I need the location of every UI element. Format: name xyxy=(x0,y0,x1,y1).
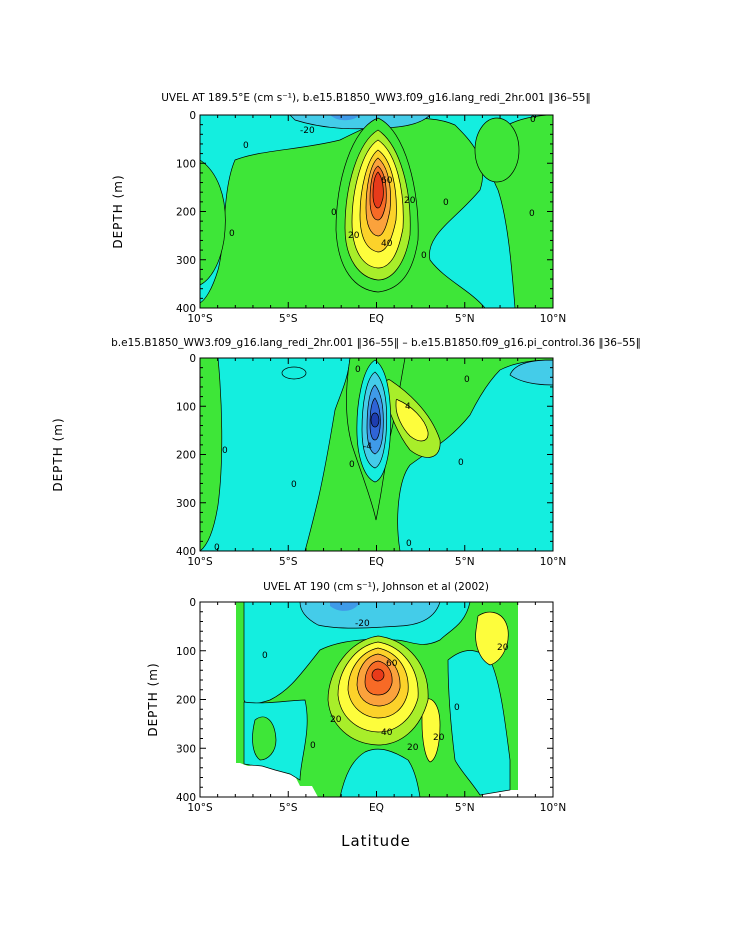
contour-label: 0 xyxy=(529,209,535,219)
contour-label: 40 xyxy=(381,728,393,738)
contour-label: 20 xyxy=(407,743,419,753)
euc-core xyxy=(327,635,429,746)
x-tick-label: 10°S xyxy=(187,802,213,814)
x-tick-label: EQ xyxy=(369,313,384,325)
euc-core xyxy=(335,117,419,293)
y-tick-label: 300 xyxy=(176,255,196,267)
contour-label: 0 xyxy=(349,460,355,470)
contour-label: 60 xyxy=(386,659,398,669)
x-tick-label: 10°N xyxy=(540,802,566,814)
y-axis-label: DEPTH (m) xyxy=(51,417,65,491)
fill-small-cyan-patch xyxy=(281,366,307,380)
y-tick-label: 400 xyxy=(176,303,196,315)
panel-3: UVEL AT 190 (cm s⁻¹), Johnson et al (200… xyxy=(146,581,566,814)
y-tick-label: 300 xyxy=(176,498,196,510)
y-tick-label: 200 xyxy=(176,695,196,707)
fill-deep-cyan-center xyxy=(339,748,421,797)
x-tick-label: EQ xyxy=(369,556,384,568)
x-tick-label: 5°N xyxy=(455,313,475,325)
fill-neg-core-surface xyxy=(330,115,360,121)
panel-1-contour-field xyxy=(200,115,553,308)
contour-label: 0 xyxy=(222,446,228,456)
y-tick-label: 0 xyxy=(189,353,196,365)
contour-label: 0 xyxy=(443,198,449,208)
panel-2: b.e15.B1850_WW3.f09_g16.lang_redi_2hr.00… xyxy=(51,337,641,568)
panel-1-title: UVEL AT 189.5°E (cm s⁻¹), b.e15.B1850_WW… xyxy=(161,92,591,104)
y-tick-label: 100 xyxy=(176,401,196,413)
contour-label: 0 xyxy=(458,458,464,468)
panel-1-contour-labels: -20 0 20 40 60 0 0 20 0 0 0 0 xyxy=(229,115,536,261)
panel-3-contour-field xyxy=(236,602,518,797)
contour-label: 20 xyxy=(348,231,360,241)
y-axis-label: DEPTH (m) xyxy=(111,174,125,248)
x-tick-label: 10°N xyxy=(540,313,566,325)
y-tick-label: 400 xyxy=(176,792,196,804)
contour-label: 0 xyxy=(310,741,316,751)
contour-label: 0 xyxy=(331,208,337,218)
contour-label: -20 xyxy=(355,619,370,629)
x-tick-label: 5°S xyxy=(279,313,298,325)
contour-label: 0 xyxy=(421,251,427,261)
fill-right-yellow-patch xyxy=(475,611,509,666)
x-tick-label: 5°S xyxy=(279,556,298,568)
x-tick-label: 5°N xyxy=(455,556,475,568)
fill-zero-band-left xyxy=(200,358,351,551)
contour-label: 0 xyxy=(530,115,536,125)
contour-label: 20 xyxy=(433,733,445,743)
contour-label: -20 xyxy=(300,126,315,136)
x-tick-label: 5°S xyxy=(279,802,298,814)
contour-label: 20 xyxy=(497,643,509,653)
contour-label: 0 xyxy=(214,543,220,553)
x-tick-label: 5°N xyxy=(455,802,475,814)
figure-x-axis-label: Latitude xyxy=(341,832,411,850)
contour-label: 0 xyxy=(291,480,297,490)
contour-label: 0 xyxy=(454,703,460,713)
fill-left-green-patch xyxy=(200,159,226,286)
panel-2-contour-field xyxy=(200,358,553,551)
contour-label: 20 xyxy=(404,196,416,206)
panel-3-contour-labels: -20 0 20 40 60 20 20 20 0 0 xyxy=(262,619,509,753)
fill-zero-band-right xyxy=(397,358,553,551)
contour-label: 4 xyxy=(405,402,411,412)
contour-label: 0 xyxy=(229,229,235,239)
contour-label: 60 xyxy=(381,176,393,186)
panel-2-contour-labels: 0 4 -4 0 0 0 0 0 0 0 xyxy=(214,365,470,553)
y-tick-label: 0 xyxy=(189,597,196,609)
y-tick-label: 100 xyxy=(176,646,196,658)
y-axis-label: DEPTH (m) xyxy=(146,662,160,736)
y-tick-label: 300 xyxy=(176,743,196,755)
x-tick-label: 10°N xyxy=(540,556,566,568)
contour-label: 0 xyxy=(243,141,249,151)
panel-2-title: b.e15.B1850_WW3.f09_g16.lang_redi_2hr.00… xyxy=(111,337,641,349)
y-tick-label: 200 xyxy=(176,207,196,219)
fill-right-green-blob xyxy=(474,117,520,183)
fill-right-cyan-patch xyxy=(509,358,553,386)
y-tick-label: 400 xyxy=(176,546,196,558)
y-tick-label: 100 xyxy=(176,158,196,170)
x-tick-label: 10°S xyxy=(187,313,213,325)
y-tick-label: 0 xyxy=(189,110,196,122)
contour-label: 40 xyxy=(381,239,393,249)
panel-3-title: UVEL AT 190 (cm s⁻¹), Johnson et al (200… xyxy=(263,581,489,593)
contour-label: 0 xyxy=(355,365,361,375)
fill-zero-region-upper xyxy=(243,602,471,705)
y-tick-label: 200 xyxy=(176,450,196,462)
contour-label: -4 xyxy=(363,442,372,452)
panel-1: UVEL AT 189.5°E (cm s⁻¹), b.e15.B1850_WW… xyxy=(111,92,591,325)
contour-label: 20 xyxy=(330,715,342,725)
fill-left-green-patch xyxy=(252,716,277,761)
diff-negative-core xyxy=(356,359,391,483)
x-tick-label: 10°S xyxy=(187,556,213,568)
contour-label: 0 xyxy=(262,651,268,661)
contour-label: 0 xyxy=(464,375,470,385)
contour-label: 0 xyxy=(406,539,412,549)
x-tick-label: EQ xyxy=(369,802,384,814)
fill-neg-core-surface xyxy=(330,602,360,611)
